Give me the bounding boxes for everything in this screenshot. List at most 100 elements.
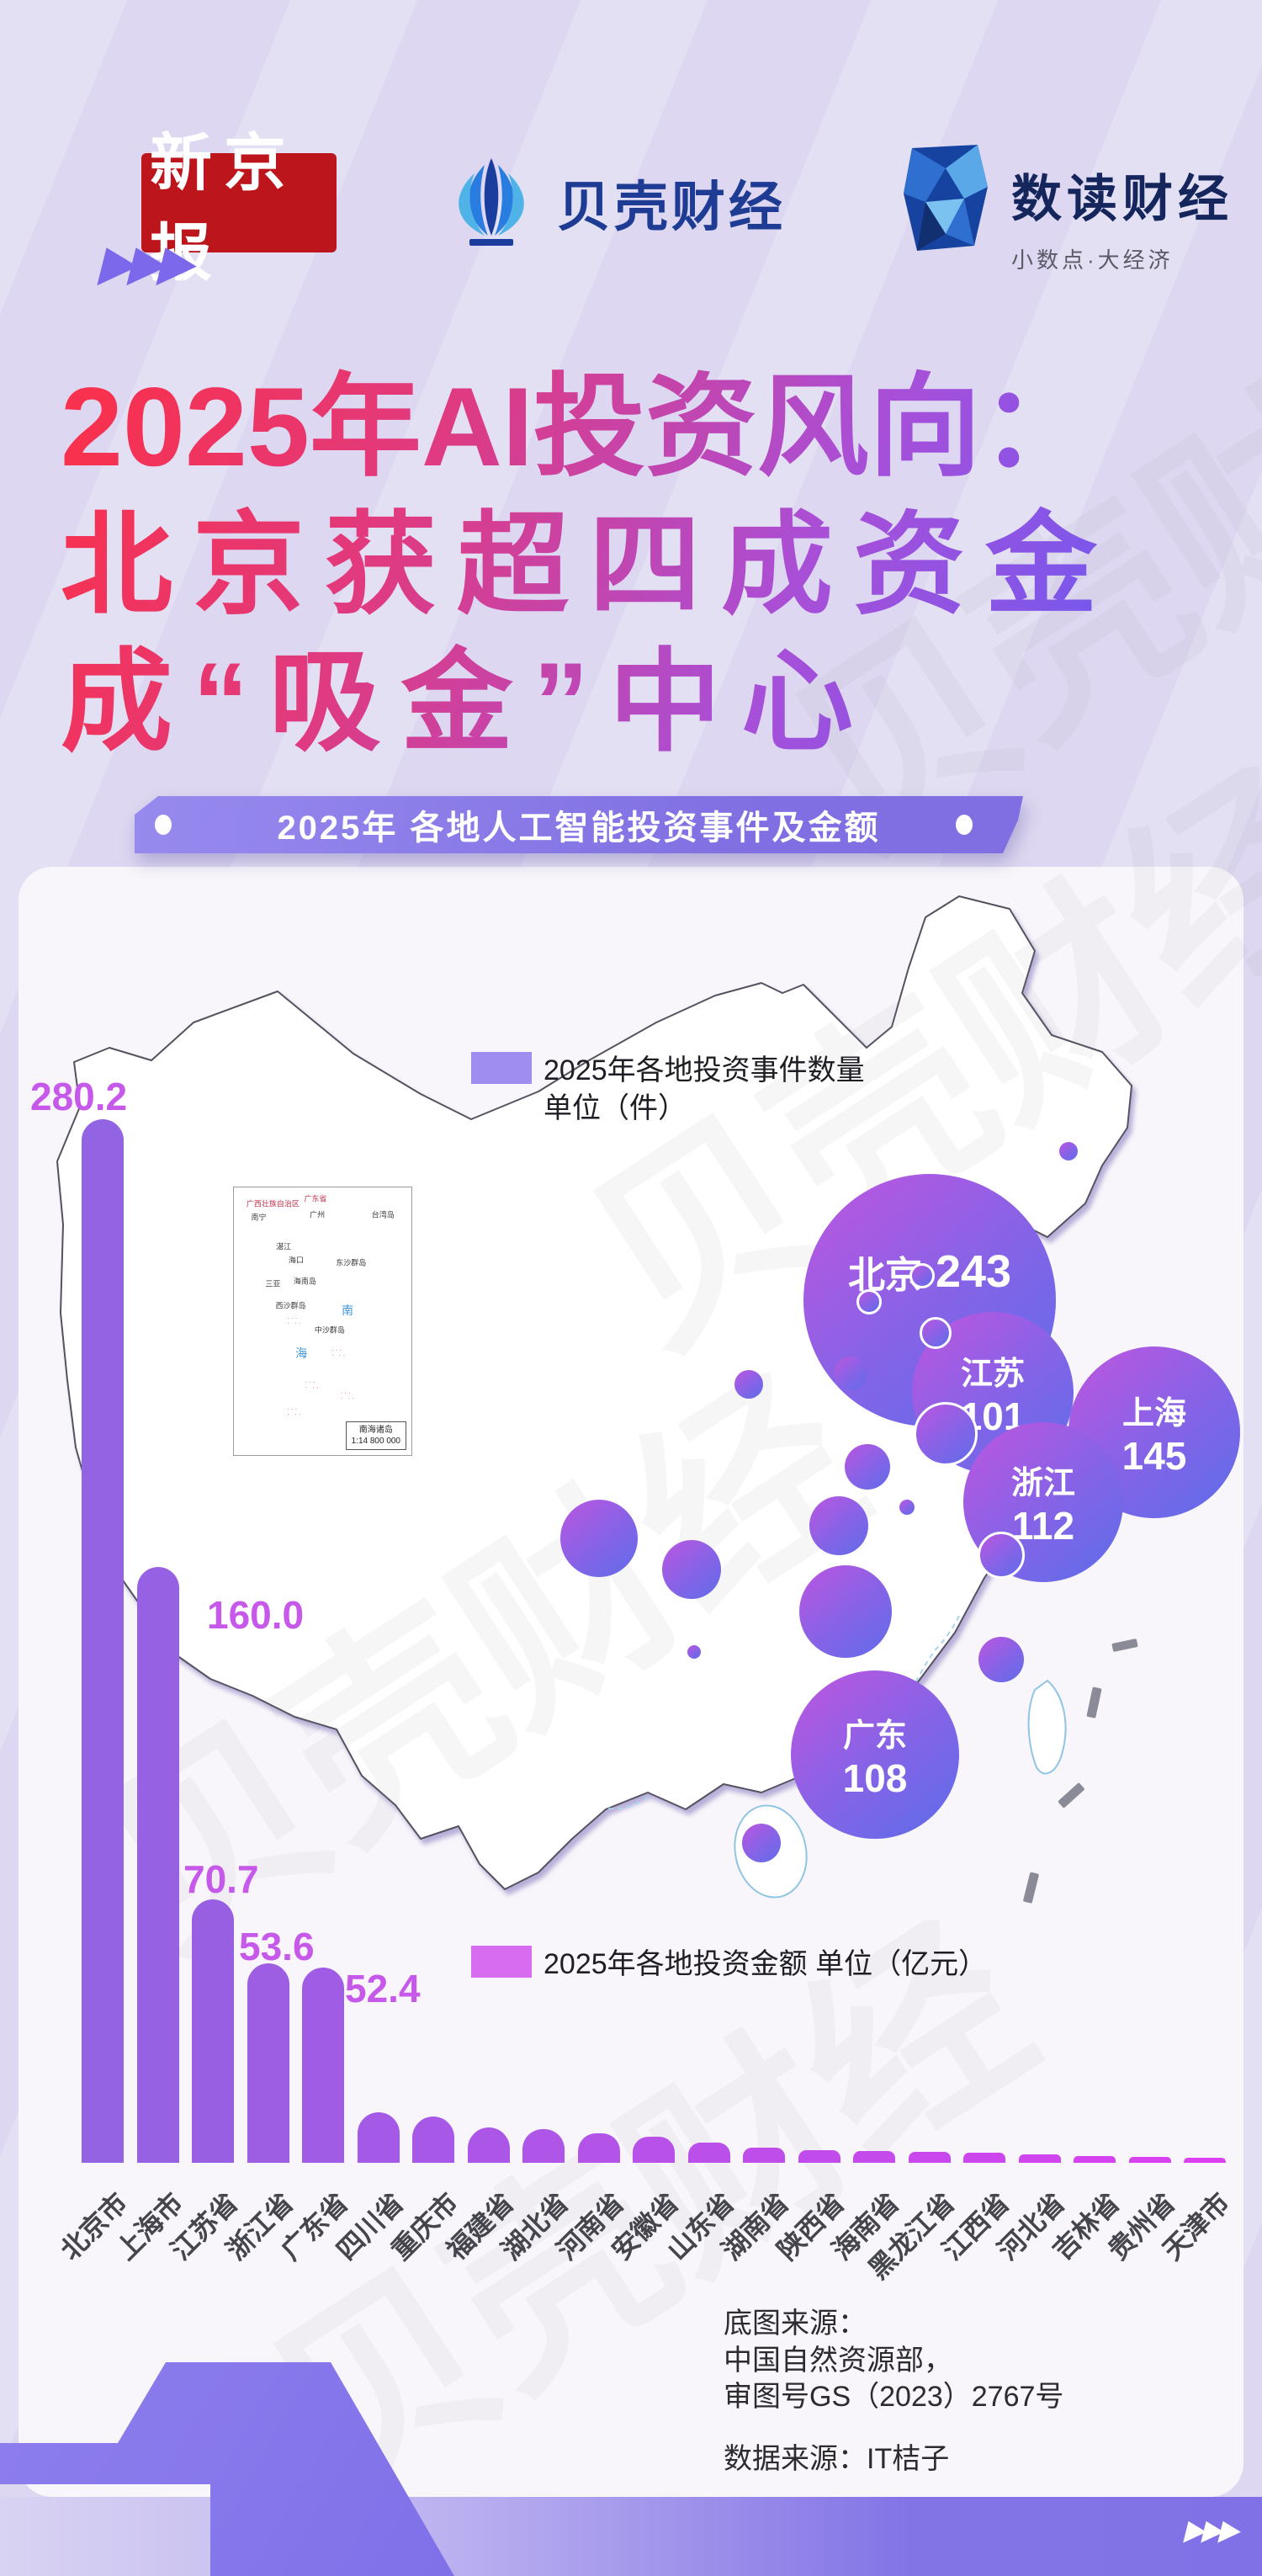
bubble-value: 108 bbox=[842, 1755, 908, 1800]
source-note: 底图来源： 中国自然资源部， 审图号GS（2023）2767号 数据来源：IT桔… bbox=[724, 2306, 1063, 2478]
beike-finance-logo: 贝壳财经 bbox=[444, 151, 786, 254]
bar-浙江省 bbox=[247, 1963, 289, 2163]
small-bubble bbox=[687, 1645, 701, 1659]
bottom-strip bbox=[0, 2497, 1262, 2576]
bar-北京市 bbox=[82, 1119, 124, 2163]
source-line-2: 中国自然资源部， bbox=[724, 2344, 952, 2377]
small-bubble bbox=[978, 1532, 1025, 1579]
small-bubble bbox=[899, 1500, 915, 1515]
inset-island-dots: ··· · ·· bbox=[340, 1389, 356, 1402]
shudu-logo-text: 数读财经 bbox=[1011, 171, 1233, 227]
bar-重庆市 bbox=[412, 2116, 454, 2163]
inset-island-dots: ··· · ·· bbox=[287, 1405, 303, 1418]
inset-label: 西沙群岛 bbox=[275, 1301, 306, 1310]
shell-icon bbox=[459, 158, 524, 246]
banner-title: 2025年 各地人工智能投资事件及金额 bbox=[277, 810, 881, 847]
inset-label: 广州 bbox=[310, 1210, 326, 1219]
inset-label: 东沙群岛 bbox=[336, 1258, 367, 1267]
bar-河北省 bbox=[1018, 2154, 1061, 2163]
bubble-name: 江苏 bbox=[960, 1356, 1025, 1392]
small-bubble bbox=[920, 1317, 952, 1349]
inset-label: 三亚 bbox=[265, 1279, 281, 1288]
inset-label: 南 bbox=[342, 1304, 354, 1318]
bubble-value: 145 bbox=[1121, 1433, 1187, 1478]
bar-value-label: 160.0 bbox=[207, 1593, 305, 1637]
shudu-logo-subtitle: 小数点·大经济 bbox=[1011, 247, 1174, 273]
inset-island-dots: ··· · ·· bbox=[305, 1378, 321, 1391]
section-banner: 2025年 各地人工智能投资事件及金额 bbox=[135, 796, 1023, 853]
data-source-line: 数据来源：IT桔子 bbox=[724, 2442, 950, 2475]
bar-湖北省 bbox=[522, 2129, 565, 2163]
inset-island-dots: ··· · ·· bbox=[287, 1314, 303, 1327]
south-china-sea-inset-map: 南海诸岛 1:14 800 000 广西壮族自治区 广东省 南宁 广州 湛江 海口 海南岛 三… bbox=[233, 1187, 412, 1456]
shudu-finance-logo: 数读财经 小数点·大经济 bbox=[900, 143, 1233, 274]
legend-events-line1: 2025年各地投资事件数量 bbox=[544, 1054, 865, 1086]
bubble-广东: 广东 108 bbox=[791, 1670, 959, 1839]
bar-天津市 bbox=[1184, 2158, 1226, 2163]
small-bubble bbox=[560, 1500, 638, 1577]
bar-value-label: 52.4 bbox=[345, 1967, 421, 2010]
inset-label: 海 bbox=[295, 1346, 308, 1361]
gem-icon bbox=[904, 145, 988, 251]
title-line-2: 北京获超四成资金 bbox=[61, 502, 1117, 628]
bubble-name: 上海 bbox=[1121, 1395, 1186, 1431]
bar-海南省 bbox=[853, 2150, 895, 2163]
small-bubble bbox=[914, 1402, 978, 1466]
bar-上海市 bbox=[136, 1566, 179, 2163]
bar-贵州省 bbox=[1128, 2157, 1171, 2163]
inset-label: 广西壮族自治区 bbox=[246, 1199, 300, 1208]
small-bubble bbox=[809, 1496, 868, 1555]
bar-value-label: 70.7 bbox=[183, 1857, 259, 1901]
small-bubble bbox=[799, 1565, 892, 1658]
triple-arrow-icon: ▶ ▶ ▶ bbox=[95, 234, 205, 290]
legend-amount: 2025年各地投资金额 单位（亿元） bbox=[471, 1946, 987, 1984]
banner-dot-left bbox=[155, 815, 172, 835]
bar-四川省 bbox=[357, 2112, 400, 2163]
bar-江西省 bbox=[963, 2153, 1005, 2163]
small-bubble bbox=[734, 1370, 763, 1399]
bottom-triple-arrow-icon: ▶ ▶ ▶ bbox=[1182, 2514, 1246, 2546]
bar-value-label: 280.2 bbox=[30, 1075, 128, 1118]
page-title: 2025年AI投资风向： 北京获超四成资金 成“吸金”中心 bbox=[61, 359, 1238, 773]
bar-广东省 bbox=[302, 1968, 344, 2163]
bar-湖南省 bbox=[743, 2148, 785, 2163]
inset-label: 南宁 bbox=[251, 1213, 267, 1222]
small-bubble bbox=[845, 1444, 890, 1490]
inset-label: 海口 bbox=[288, 1256, 304, 1265]
beike-logo-text: 贝壳财经 bbox=[557, 177, 786, 237]
inset-label: 湛江 bbox=[276, 1242, 292, 1251]
small-bubble bbox=[978, 1637, 1024, 1682]
title-line-1: 2025年AI投资风向： bbox=[61, 365, 1093, 491]
source-line-3: 审图号GS（2023）2767号 bbox=[724, 2381, 1064, 2414]
small-bubble bbox=[742, 1824, 781, 1862]
inset-island-dots: ··· · ·· bbox=[331, 1346, 347, 1359]
bar-山东省 bbox=[687, 2142, 730, 2163]
small-bubble bbox=[834, 1357, 867, 1390]
bar-吉林省 bbox=[1074, 2156, 1116, 2163]
title-line-3: 成“吸金”中心 bbox=[61, 640, 873, 766]
bubble-name: 广东 bbox=[842, 1718, 907, 1754]
bar-安徽省 bbox=[633, 2137, 675, 2163]
banner-dot-right bbox=[956, 815, 973, 835]
source-line-1: 底图来源： bbox=[724, 2308, 867, 2340]
bubble-name: 浙江 bbox=[1010, 1465, 1075, 1501]
inset-label: 广东省 bbox=[304, 1194, 327, 1203]
small-bubble bbox=[1059, 1142, 1078, 1161]
small-bubble bbox=[856, 1289, 882, 1315]
bar-河南省 bbox=[577, 2133, 620, 2163]
legend-amount-swatch bbox=[471, 1946, 532, 1978]
small-bubble bbox=[909, 1263, 935, 1288]
inset-scale-label: 南海诸岛 1:14 800 000 bbox=[345, 1421, 406, 1450]
legend-events-swatch bbox=[471, 1052, 532, 1084]
legend-events-line2: 单位（件） bbox=[544, 1091, 687, 1124]
inset-label: 台湾岛 bbox=[371, 1210, 395, 1219]
bubble-value: 243 bbox=[935, 1246, 1012, 1297]
bar-黑龙江省 bbox=[908, 2152, 951, 2163]
bar-福建省 bbox=[467, 2127, 510, 2163]
bar-陕西省 bbox=[798, 2149, 840, 2163]
legend-amount-label: 2025年各地投资金额 单位（亿元） bbox=[544, 1948, 988, 1980]
inset-label: 中沙群岛 bbox=[314, 1325, 345, 1335]
legend-events: 2025年各地投资事件数量 单位（件） bbox=[471, 1052, 865, 1128]
bubble-value: 112 bbox=[1011, 1503, 1075, 1548]
